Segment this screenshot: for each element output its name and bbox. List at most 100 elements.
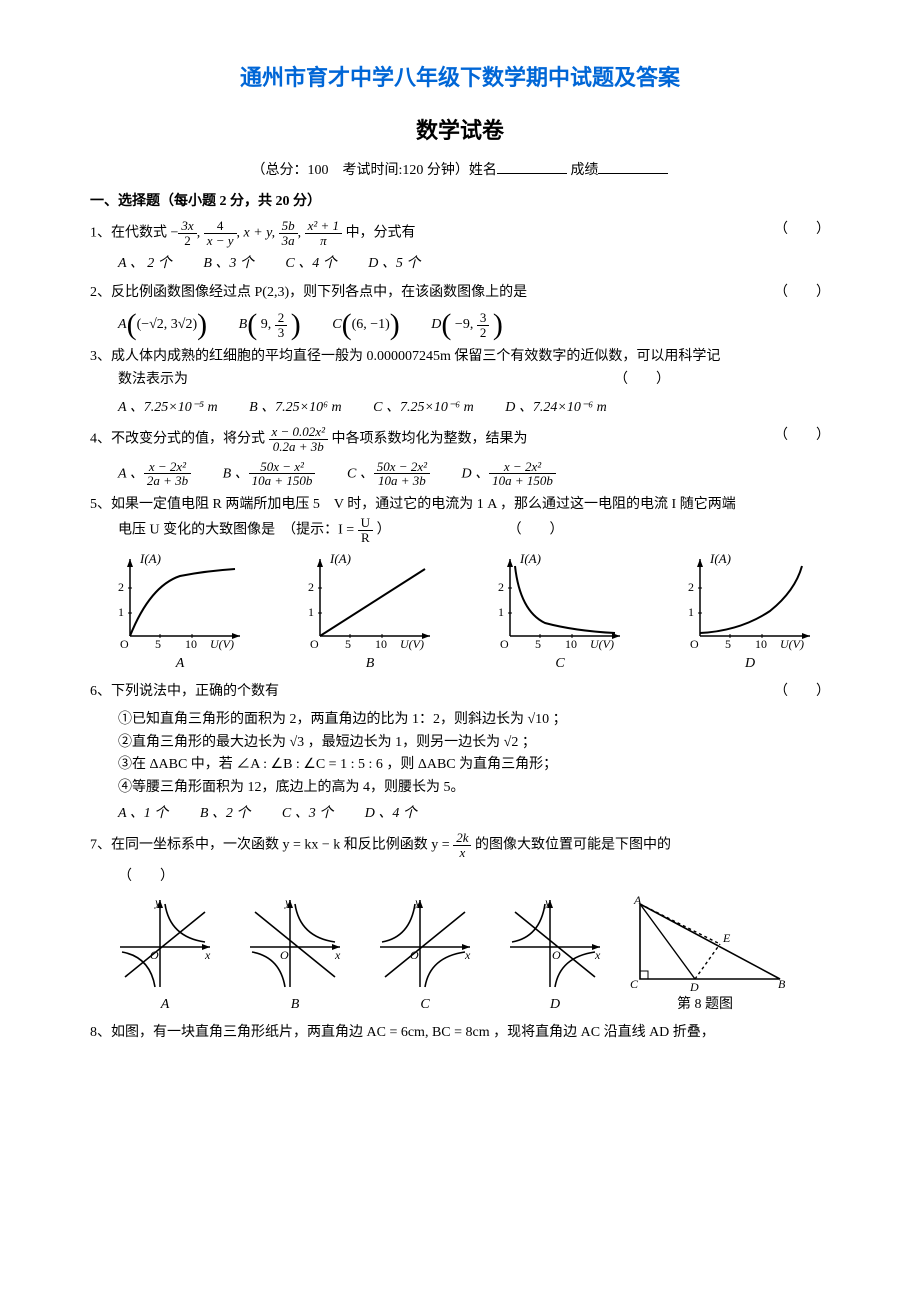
question-3: 3、成人体内成熟的红细胞的平均直径一般为 0.000007245m 保留三个有效… [90, 346, 830, 391]
svg-text:1: 1 [498, 605, 504, 619]
svg-text:x: x [594, 948, 601, 962]
q7-tail: 的图像大致位置可能是下图中的 [475, 838, 671, 853]
q1-opt-d: D 、5 个 [368, 253, 420, 275]
q5-label-d: D [670, 653, 830, 675]
q7-paren: （ ） [90, 866, 830, 888]
q4-mid-den: 0.2a + 3b [269, 440, 328, 454]
q1-options: A 、 2 个 B 、3 个 C 、4 个 D 、5 个 [90, 253, 830, 275]
q3-options: A 、7.25×10⁻⁵ m B 、7.25×10⁶ m C 、7.25×10⁻… [90, 397, 830, 419]
section-1-head: 一、选择题（每小题 2 分，共 20 分） [90, 191, 830, 213]
q6-s3: ③在 ΔABC 中，若 ∠A : ∠B : ∠C = 1 : 5 : 6 ，则 … [90, 754, 830, 776]
q5-frac-den: R [358, 531, 373, 545]
svg-text:B: B [778, 977, 786, 991]
q7-chart-d: y O x D [490, 892, 620, 1016]
svg-text:10: 10 [565, 637, 577, 651]
answer-paren: （ ） [774, 681, 830, 703]
q4-d-num: x − 2x² [489, 460, 556, 475]
q3-line2: 数法表示为 [118, 369, 188, 391]
svg-text:2: 2 [498, 580, 504, 594]
svg-text:10: 10 [185, 637, 197, 651]
q7-num: 2k [453, 831, 471, 846]
svg-text:U(V): U(V) [780, 637, 804, 651]
svg-text:O: O [552, 948, 561, 962]
question-7: 7、在同一坐标系中，一次函数 y = kx − k 和反比例函数 y = 2kx… [90, 831, 830, 859]
svg-text:2: 2 [118, 580, 124, 594]
q2-d-x: −9, [455, 317, 473, 332]
q7-chart-c: y O x C [360, 892, 490, 1016]
q1-p4-den: 3a [279, 234, 298, 248]
svg-text:C: C [630, 977, 639, 991]
q3-opt-b: B 、7.25×10⁶ m [249, 397, 341, 419]
q1-opt-c: C 、4 个 [285, 253, 336, 275]
question-4: 4、不改变分式的值，将分式 x − 0.02x²0.2a + 3b 中各项系数均… [90, 425, 830, 453]
q7-charts-row: y O x A y O x B y O x [90, 892, 830, 1016]
q2-text: 2、反比例函数图像经过点 P(2,3)，则下列各点中，在该函数图像上的是 [90, 282, 830, 304]
q7-label-c: C [360, 994, 490, 1016]
q2-c-in: (6, −1) [352, 317, 390, 332]
q1-p2-den: x − y [204, 234, 237, 248]
svg-text:5: 5 [345, 637, 351, 651]
q1-p3: x + y, [244, 226, 276, 241]
q4-d-den: 10a + 150b [489, 474, 556, 488]
svg-text:1: 1 [688, 605, 694, 619]
svg-text:O: O [500, 637, 509, 651]
svg-text:U(V): U(V) [400, 637, 424, 651]
q5-line1: 5、如果一定值电阻 R 两端所加电压 5 V 时，通过它的电流为 1 A ，那么… [90, 494, 830, 516]
q6-options: A 、1 个 B 、2 个 C 、3 个 D 、4 个 [90, 803, 830, 825]
q2-b-pre: B [239, 317, 248, 332]
q6-opt-c: C 、3 个 [282, 803, 333, 825]
q1-opt-a: A 、 2 个 [118, 253, 172, 275]
question-2: 2、反比例函数图像经过点 P(2,3)，则下列各点中，在该函数图像上的是 （ ） [90, 282, 830, 304]
svg-text:I(A): I(A) [519, 551, 541, 566]
svg-text:5: 5 [725, 637, 731, 651]
info-total: （总分：100 考试时间:120 分钟）姓名 [252, 163, 497, 178]
q3-opt-a: A 、7.25×10⁻⁵ m [118, 397, 218, 419]
q5-line2b: ） [377, 523, 391, 538]
answer-paren: （ ） [508, 523, 564, 538]
answer-paren: （ ） [774, 219, 830, 241]
q5-chart-c: I(A) 2 1 O 5 10 U(V) C [480, 551, 640, 675]
score-blank [598, 173, 668, 174]
q5-label-a: A [100, 653, 260, 675]
q4-c-den: 10a + 3b [374, 474, 430, 488]
svg-text:O: O [690, 637, 699, 651]
q4-options: A 、x − 2x²2a + 3b B 、50x − x²10a + 150b … [90, 460, 830, 488]
q5-charts: I(A) 2 1 O 5 10 U(V) A I(A) 2 1 O 5 10 [90, 551, 830, 675]
svg-text:U(V): U(V) [590, 637, 614, 651]
svg-text:10: 10 [755, 637, 767, 651]
q1-opt-b: B 、3 个 [203, 253, 254, 275]
q4-tail: 中各项系数均化为整数，结果为 [331, 432, 527, 447]
q6-head: 6、下列说法中，正确的个数有 [90, 681, 830, 703]
q8-fig-caption: 第 8 题图 [620, 994, 790, 1016]
svg-text:U(V): U(V) [210, 637, 234, 651]
svg-text:O: O [120, 637, 129, 651]
q7-label-a: A [100, 994, 230, 1016]
svg-text:A: A [633, 894, 642, 907]
q1-p2-num: 4 [204, 219, 237, 234]
q1-p4-num: 5b [279, 219, 298, 234]
q5-frac-num: U [358, 516, 373, 531]
svg-text:2: 2 [688, 580, 694, 594]
q4-c-num: 50x − 2x² [374, 460, 430, 475]
svg-text:x: x [464, 948, 471, 962]
q7-den: x [453, 846, 471, 860]
q4-b-num: 50x − x² [249, 460, 316, 475]
q4-a-num: x − 2x² [144, 460, 191, 475]
q5-line2a: 电压 U 变化的大致图像是 （提示：I = [118, 523, 354, 538]
q5-label-b: B [290, 653, 450, 675]
question-1: 1、在代数式 −3x2, 4x − y, x + y, 5b3a, x² + 1… [90, 219, 830, 247]
q6-s1: ①已知直角三角形的面积为 2，两直角边的比为 1：2，则斜边长为 √10 ； [90, 709, 830, 731]
q2-a-in: (−√2, 3√2) [137, 317, 198, 332]
q8-text: 8、如图，有一块直角三角形纸片，两直角边 AC = 6cm, BC = 8cm … [90, 1022, 830, 1044]
svg-text:E: E [722, 931, 731, 945]
q2-options: A((−√2, 3√2)) B( 9, 23 ) C((6, −1)) D( −… [90, 310, 830, 340]
answer-paren: （ ） [774, 282, 830, 304]
svg-text:y: y [154, 895, 161, 909]
svg-text:5: 5 [535, 637, 541, 651]
q2-d-den: 2 [477, 326, 490, 340]
svg-text:I(A): I(A) [329, 551, 351, 566]
q7-label-b: B [230, 994, 360, 1016]
svg-text:y: y [284, 895, 291, 909]
svg-text:O: O [310, 637, 319, 651]
svg-text:I(A): I(A) [709, 551, 731, 566]
